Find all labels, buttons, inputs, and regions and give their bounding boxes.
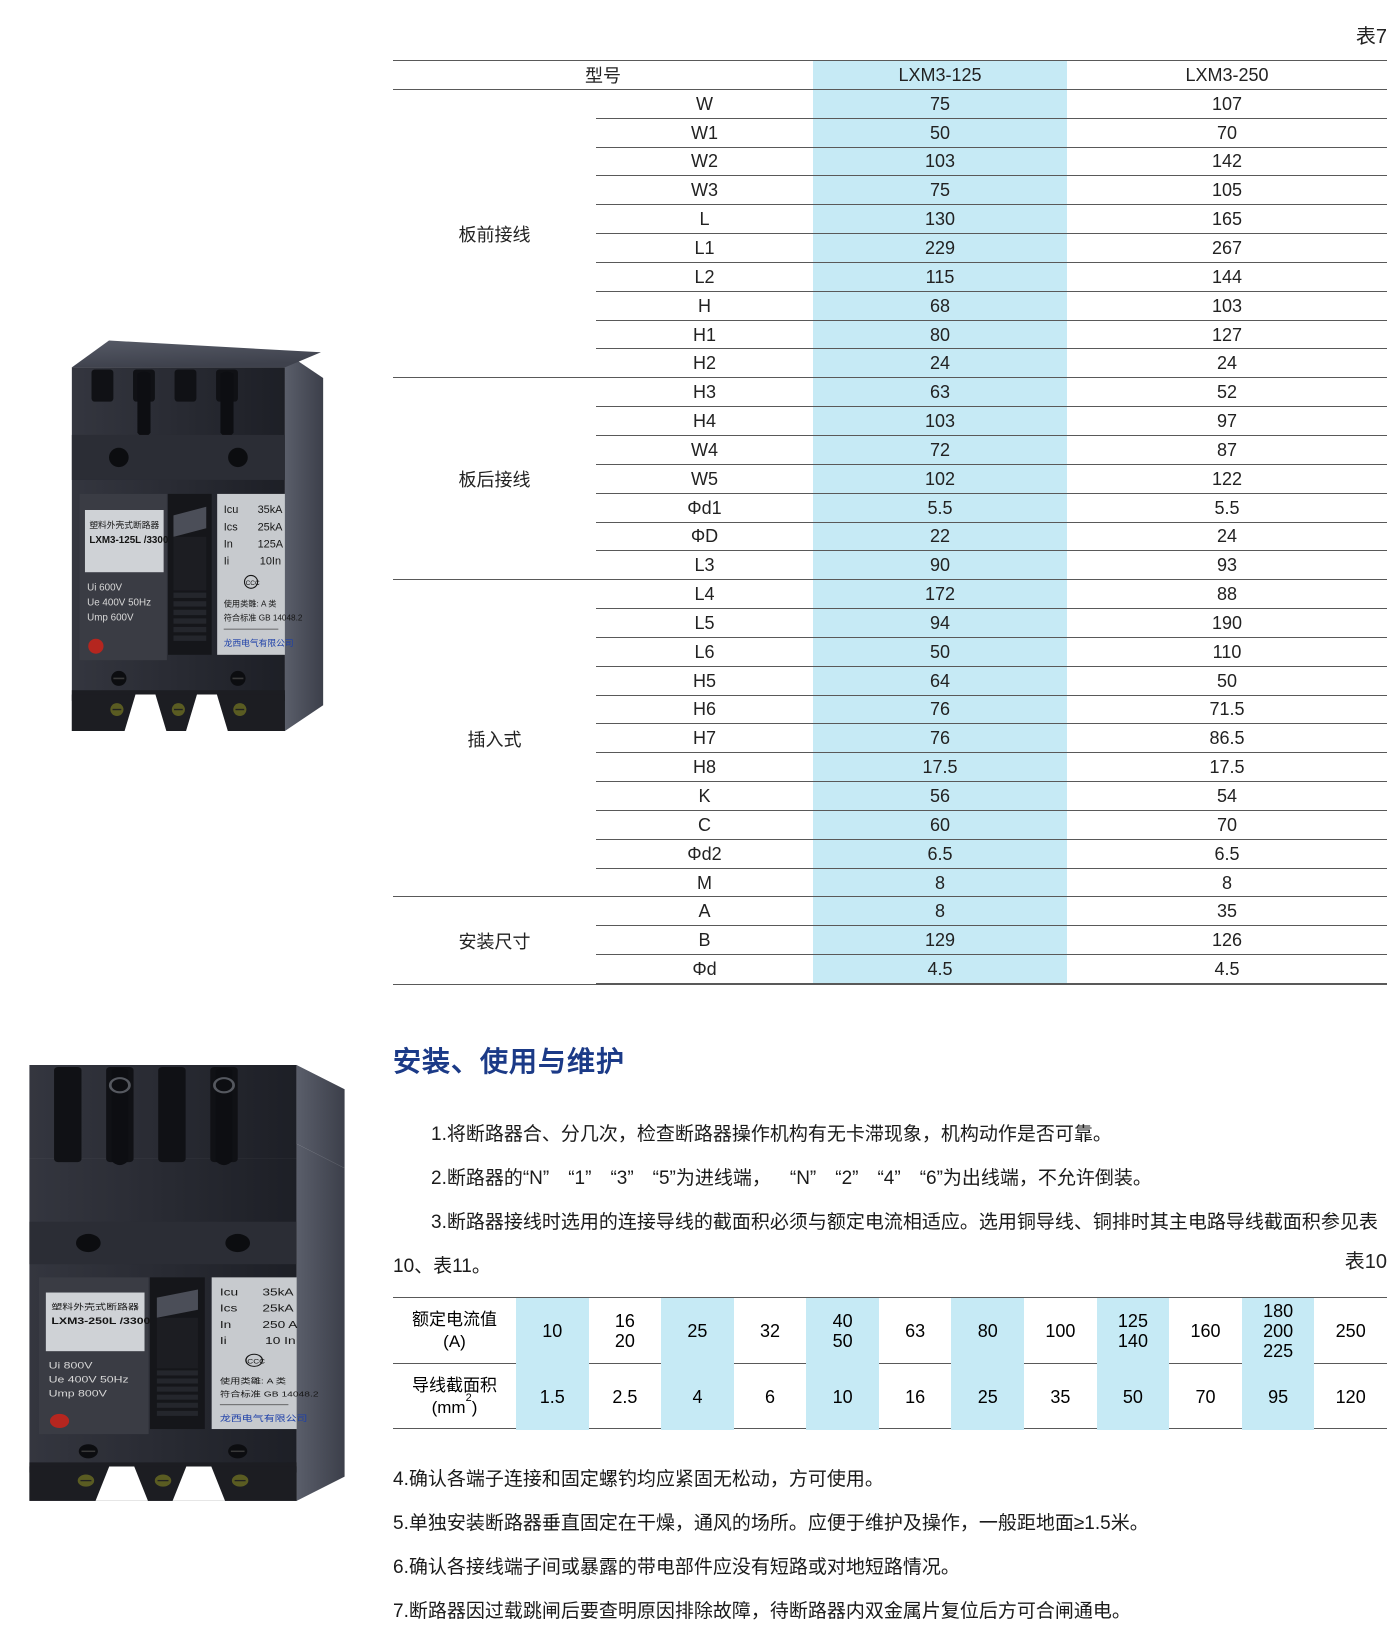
svg-text:Ics: Ics bbox=[224, 521, 239, 533]
svg-text:Ii: Ii bbox=[220, 1335, 227, 1347]
svg-text:Ump 800V: Ump 800V bbox=[49, 1389, 108, 1399]
svg-text:25kA: 25kA bbox=[262, 1303, 293, 1315]
svg-text:In: In bbox=[220, 1319, 231, 1331]
svg-text:25kA: 25kA bbox=[258, 521, 284, 533]
svg-text:符合标准 GB 14048.2: 符合标准 GB 14048.2 bbox=[220, 1389, 319, 1398]
svg-text:CCC: CCC bbox=[246, 580, 260, 587]
svg-text:Icu: Icu bbox=[220, 1286, 238, 1298]
svg-text:CCC: CCC bbox=[247, 1357, 265, 1365]
svg-text:Ui 800V: Ui 800V bbox=[49, 1361, 94, 1371]
svg-text:Ui 600V: Ui 600V bbox=[87, 583, 122, 594]
svg-text:Ue 400V 50Hz: Ue 400V 50Hz bbox=[87, 598, 151, 609]
svg-text:Ics: Ics bbox=[220, 1303, 237, 1315]
svg-text:10In: 10In bbox=[260, 556, 281, 568]
svg-text:符合标准 GB 14048.2: 符合标准 GB 14048.2 bbox=[224, 613, 303, 623]
svg-text:使用类雛: A 类: 使用类雛: A 类 bbox=[220, 1376, 286, 1385]
svg-text:LXM3-125L /3300: LXM3-125L /3300 bbox=[89, 535, 169, 546]
svg-text:龙西电气有限公司: 龙西电气有限公司 bbox=[224, 637, 294, 648]
svg-text:35kA: 35kA bbox=[262, 1286, 293, 1298]
svg-text:10 In: 10 In bbox=[265, 1335, 295, 1347]
svg-text:使用类雛: A 类: 使用类雛: A 类 bbox=[224, 599, 277, 609]
svg-text:250 A: 250 A bbox=[262, 1319, 297, 1331]
svg-text:Ii: Ii bbox=[224, 556, 229, 568]
svg-text:125A: 125A bbox=[258, 539, 284, 551]
svg-text:龙西电气有限公司: 龙西电气有限公司 bbox=[220, 1413, 308, 1423]
svg-text:Ump 600V: Ump 600V bbox=[87, 613, 134, 624]
svg-text:塑料外壳式断路器: 塑料外壳式断路器 bbox=[89, 519, 159, 530]
svg-text:塑料外壳式断路器: 塑料外壳式断路器 bbox=[51, 1302, 139, 1312]
svg-text:In: In bbox=[224, 539, 233, 551]
svg-text:Icu: Icu bbox=[224, 504, 239, 516]
svg-text:35kA: 35kA bbox=[258, 504, 284, 516]
svg-text:Ue 400V 50Hz: Ue 400V 50Hz bbox=[49, 1375, 129, 1385]
svg-text:LXM3-250L /3300: LXM3-250L /3300 bbox=[51, 1316, 150, 1326]
